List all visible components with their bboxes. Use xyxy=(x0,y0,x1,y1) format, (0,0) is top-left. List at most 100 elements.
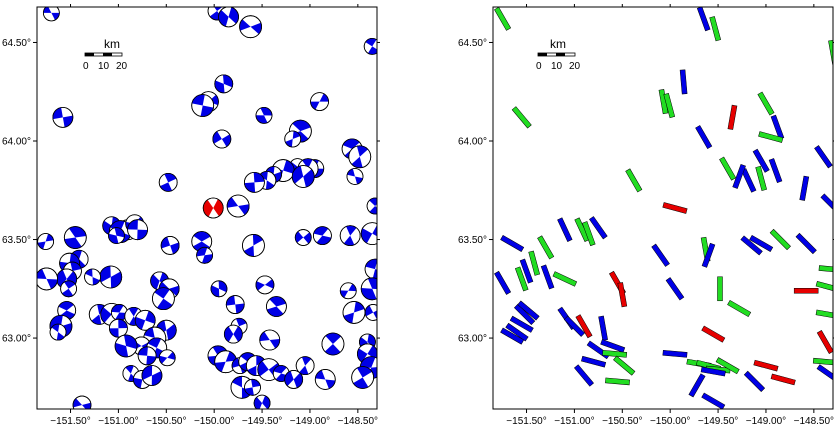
y-tick-label: 64.00° xyxy=(2,137,31,148)
stress-axis-bar xyxy=(701,392,726,409)
focal-mechanism xyxy=(360,222,377,246)
focal-mechanism xyxy=(134,309,156,331)
focal-mechanism xyxy=(239,15,262,39)
focal-mechanism xyxy=(295,356,315,376)
stress-axis-bar xyxy=(552,271,578,287)
stress-axis-bar xyxy=(755,165,767,191)
left-scalebar: km 0 10 20 xyxy=(83,37,128,72)
stress-axis-bar xyxy=(602,350,628,358)
focal-mechanism xyxy=(242,234,265,257)
stress-axis-bar xyxy=(494,270,512,295)
focal-mechanism xyxy=(255,275,275,295)
focal-mechanism xyxy=(314,369,336,390)
focal-mechanism xyxy=(366,197,377,215)
stress-axis-bar xyxy=(695,125,713,150)
y-tick-label: 63.00° xyxy=(458,334,487,345)
stress-axis-bar xyxy=(701,325,726,343)
focal-mechanism xyxy=(346,168,364,185)
focal-mechanism xyxy=(284,130,302,148)
stress-axis-bar xyxy=(514,266,529,292)
stress-axis-bar xyxy=(494,7,512,31)
focal-mechanism xyxy=(360,277,377,301)
focal-mechanism xyxy=(127,219,148,241)
stress-axis-bar xyxy=(816,330,833,354)
scalebar-label-10: 10 xyxy=(551,61,563,72)
stress-axis-bar xyxy=(600,339,626,353)
stress-axis-bar xyxy=(582,221,596,247)
focal-mechanism xyxy=(196,246,214,264)
stress-axis-bar xyxy=(815,280,833,293)
focal-mechanism xyxy=(191,231,213,252)
focal-mechanism xyxy=(339,282,357,300)
stress-axis-bar xyxy=(575,314,593,339)
stress-axis-bar xyxy=(719,156,737,181)
stress-axis-bar xyxy=(679,69,688,95)
x-tick-label: −149.00° xyxy=(746,416,786,427)
stress-axis-bar xyxy=(617,282,628,308)
focal-mechanism xyxy=(37,233,55,250)
y-tick-label: 63.50° xyxy=(2,235,31,246)
focal-mechanism xyxy=(63,226,87,249)
stress-axis-bar xyxy=(665,277,685,301)
scalebar-label-20: 20 xyxy=(569,61,581,72)
y-tick-label: 64.50° xyxy=(458,38,487,49)
stress-axis-bar xyxy=(528,250,541,276)
focal-mechanism xyxy=(291,165,315,188)
focal-mechanism xyxy=(339,225,361,246)
scalebar-segment xyxy=(538,53,547,56)
y-tick-label: 63.00° xyxy=(2,334,31,345)
scalebar-label-0: 0 xyxy=(83,61,89,72)
stress-axis-bar xyxy=(715,357,740,375)
stress-axis-bar xyxy=(613,355,636,376)
stress-axis-bar xyxy=(743,370,766,393)
stress-axis-bar xyxy=(752,148,770,173)
stress-axis-bar xyxy=(500,327,525,345)
x-tick-label: −148.50° xyxy=(794,416,834,427)
focal-mechanism xyxy=(364,258,377,280)
stress-axis-bar xyxy=(816,364,833,383)
focal-mechanism xyxy=(37,267,58,291)
stress-axis-bar xyxy=(795,232,817,255)
focal-mechanism xyxy=(310,92,329,111)
focal-mechanism xyxy=(160,236,180,255)
stress-axis-bar xyxy=(696,7,711,32)
stress-axis-bar xyxy=(662,350,688,358)
stress-axis-bar xyxy=(828,39,833,65)
stress-axis-bar xyxy=(793,288,819,294)
scalebar-label-0: 0 xyxy=(536,61,542,72)
focal-mechanism xyxy=(259,329,281,351)
stress-axis-bar xyxy=(540,264,555,290)
stress-axis-bar xyxy=(799,175,810,201)
scalebar-label-10: 10 xyxy=(98,61,110,72)
x-tick-label: −150.00° xyxy=(650,416,690,427)
stress-axis-bar xyxy=(589,216,608,240)
stress-axis-bar xyxy=(727,299,752,318)
focal-mechanism xyxy=(49,323,67,341)
focal-mechanism xyxy=(363,38,377,55)
stress-axis-bar xyxy=(662,202,688,214)
focal-mechanism xyxy=(223,324,243,344)
stress-axis-bar xyxy=(732,164,746,189)
stress-axis-bar xyxy=(625,168,643,193)
focal-mechanism xyxy=(321,332,345,356)
right-map-axes: −151.50° −151.00° −150.50° −150.00° −149.50°… xyxy=(458,4,834,427)
stress-axis-bar xyxy=(820,193,833,215)
stress-axis-bar xyxy=(598,315,608,341)
right-map-frame xyxy=(492,6,834,410)
stress-axis-bar xyxy=(509,315,534,333)
focal-mechanism xyxy=(99,265,123,289)
x-tick-label: −149.50° xyxy=(698,416,738,427)
focal-mechanism xyxy=(42,7,60,22)
focal-mechanism xyxy=(348,145,372,169)
stress-axis-bar xyxy=(757,91,775,116)
stress-axis-bar xyxy=(709,16,722,42)
stress-axis-bar xyxy=(511,106,532,129)
x-tick-label: −151.00° xyxy=(98,416,138,427)
stress-axis-bar xyxy=(688,373,706,398)
focal-mechanism xyxy=(351,366,375,389)
stress-axis-bar xyxy=(500,234,525,252)
stress-axis-bar xyxy=(700,366,726,377)
stress-axis-bar xyxy=(519,258,534,284)
scalebar-label-20: 20 xyxy=(116,61,128,72)
